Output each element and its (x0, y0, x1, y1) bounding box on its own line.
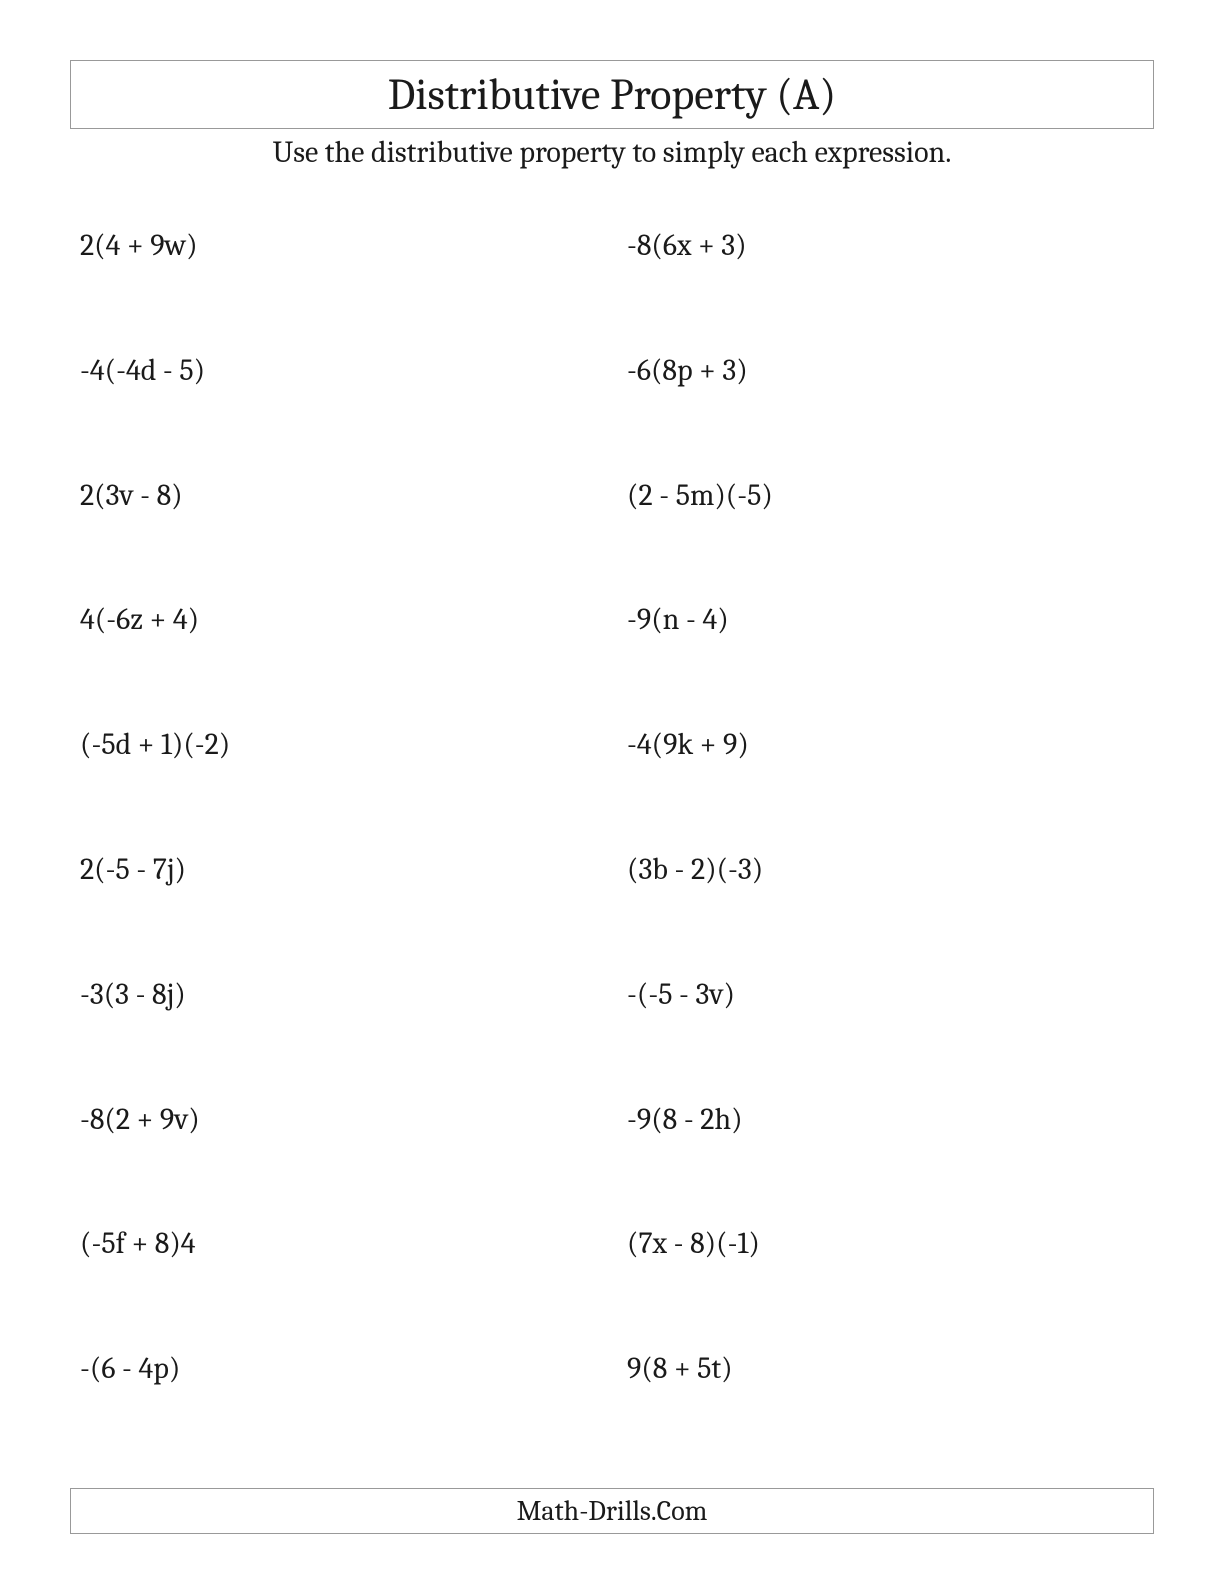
problem-right-0: -8(6x + 3) (627, 220, 1154, 345)
footer-box: Math-Drills.Com (70, 1488, 1154, 1534)
problem-left-2: 2(3v - 8) (80, 470, 607, 595)
problem-right-5: (3b - 2)(-3) (627, 844, 1154, 969)
problem-left-5: 2(-5 - 7j) (80, 844, 607, 969)
problem-left-1: -4(-4d - 5) (80, 345, 607, 470)
problem-left-0: 2(4 + 9w) (80, 220, 607, 345)
problem-left-3: 4(-6z + 4) (80, 594, 607, 719)
problem-right-1: -6(8p + 3) (627, 345, 1154, 470)
worksheet-title: Distributive Property (A) (71, 69, 1153, 120)
problem-right-4: -4(9k + 9) (627, 719, 1154, 844)
problem-right-9: 9(8 + 5t) (627, 1343, 1154, 1468)
problem-left-4: (-5d + 1)(-2) (80, 719, 607, 844)
problem-right-8: (7x - 8)(-1) (627, 1218, 1154, 1343)
problem-left-8: (-5f + 8)4 (80, 1218, 607, 1343)
instruction-text: Use the distributive property to simply … (70, 135, 1154, 170)
problem-right-3: -9(n - 4) (627, 594, 1154, 719)
problem-right-2: (2 - 5m)(-5) (627, 470, 1154, 595)
problem-right-7: -9(8 - 2h) (627, 1094, 1154, 1219)
problems-grid: 2(4 + 9w) -8(6x + 3) -4(-4d - 5) -6(8p +… (70, 220, 1154, 1468)
problem-left-6: -3(3 - 8j) (80, 969, 607, 1094)
problem-right-6: -(-5 - 3v) (627, 969, 1154, 1094)
problem-left-7: -8(2 + 9v) (80, 1094, 607, 1219)
problem-left-9: -(6 - 4p) (80, 1343, 607, 1468)
title-box: Distributive Property (A) (70, 60, 1154, 129)
footer-text: Math-Drills.Com (71, 1495, 1153, 1527)
